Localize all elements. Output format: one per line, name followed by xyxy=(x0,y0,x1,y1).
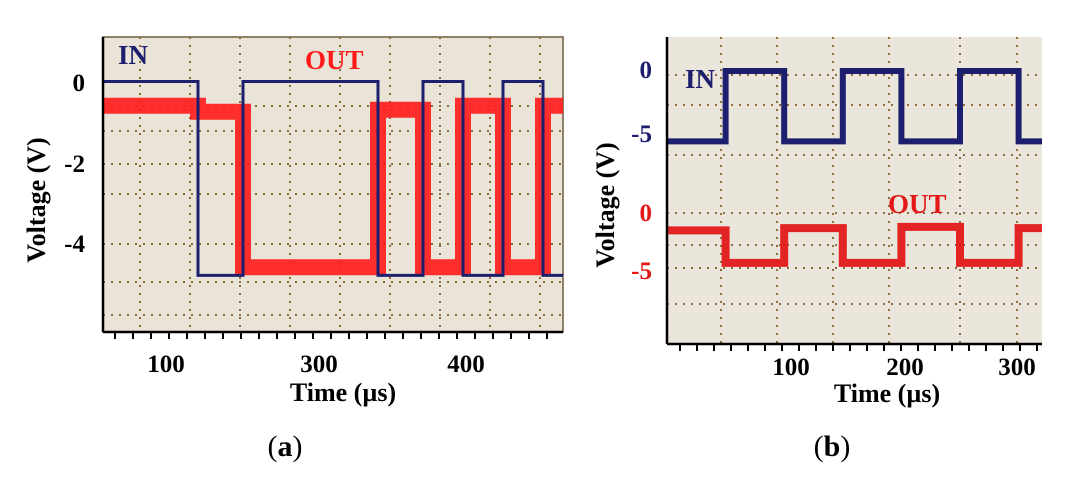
chart-b-y-tick-label-top-1: -5 xyxy=(631,121,652,148)
chart-a: 0 -2 -4 100 300 400 Time (µs) Voltage (V… xyxy=(22,36,564,463)
chart-b-x-tick-label-2: 300 xyxy=(998,354,1036,381)
chart-a-plot-background xyxy=(103,37,563,332)
chart-a-gridlines xyxy=(103,37,563,332)
chart-a-caption: (a) xyxy=(268,430,303,463)
chart-a-y-tick-label-1: -2 xyxy=(64,151,85,178)
chart-a-legend-in: IN xyxy=(118,40,149,70)
chart-b-caption: (b) xyxy=(814,430,851,463)
chart-b-series-in xyxy=(667,68,1042,145)
chart-a-x-tick-label-0: 100 xyxy=(147,351,185,378)
chart-b-series-layer xyxy=(667,68,1042,267)
chart-b-y-tick-label-top-0: 0 xyxy=(640,57,653,84)
chart-a-legend-out: OUT xyxy=(305,45,364,75)
chart-a-x-axis-label: Time (µs) xyxy=(290,378,396,407)
chart-b-legend-out: OUT xyxy=(888,189,947,219)
chart-b: 0 -5 0 -5 100 200 300 Time (µs) Voltage … xyxy=(591,37,1042,463)
chart-b-gridlines xyxy=(667,37,1042,344)
chart-b-x-tick-label-0: 100 xyxy=(772,354,810,381)
chart-b-series-out xyxy=(667,222,1042,267)
chart-b-legend-in: IN xyxy=(685,64,716,94)
chart-a-y-axis-label: Voltage (V) xyxy=(22,137,51,262)
chart-b-x-axis-label: Time (µs) xyxy=(834,379,940,408)
chart-a-y-tick-label-0: 0 xyxy=(73,70,86,97)
chart-b-minor-ticks xyxy=(679,344,1038,351)
chart-b-caption-letter: b xyxy=(824,430,841,463)
chart-a-y-tick-label-2: -4 xyxy=(64,231,85,258)
chart-a-series-in xyxy=(103,80,563,277)
chart-b-plot-background xyxy=(667,37,1042,344)
chart-a-caption-letter: a xyxy=(278,430,293,463)
chart-a-x-tick-label-1: 300 xyxy=(300,351,338,378)
chart-b-x-tick-label-1: 200 xyxy=(886,354,924,381)
chart-b-y-tick-label-bottom-0: 0 xyxy=(640,200,653,227)
chart-b-y-tick-label-bottom-1: -5 xyxy=(631,258,652,285)
chart-b-y-axis-label: Voltage (V) xyxy=(591,142,620,267)
chart-a-x-tick-label-2: 400 xyxy=(447,351,485,378)
chart-a-minor-ticks xyxy=(114,332,548,339)
chart-a-series-layer xyxy=(103,80,563,277)
